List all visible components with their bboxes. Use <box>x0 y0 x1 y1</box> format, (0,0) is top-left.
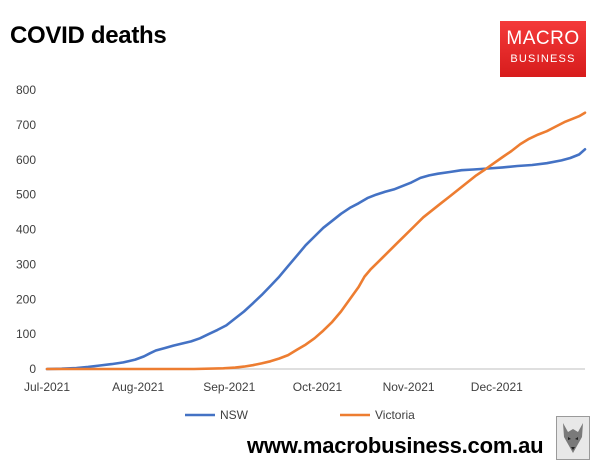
x-axis: Jul-2021 Aug-2021 Sep-2021 Oct-2021 Nov-2021… <box>24 380 523 394</box>
x-tick-label: Oct-2021 <box>293 380 343 394</box>
logo-top-text: MACRO <box>506 28 580 49</box>
y-tick-label: 400 <box>16 223 36 237</box>
chart-title: COVID deaths <box>10 22 167 49</box>
y-tick-label: 300 <box>16 257 36 271</box>
wolf-logo-image <box>556 416 590 460</box>
x-tick-label: Aug-2021 <box>112 380 164 394</box>
series-line-nsw <box>45 148 587 371</box>
y-tick-label: 200 <box>16 292 36 306</box>
macrobusiness-logo: MACRO BUSINESS <box>500 21 586 77</box>
series-lines <box>45 111 587 371</box>
y-tick-label: 700 <box>16 118 36 132</box>
legend: NSW Victoria <box>185 408 415 422</box>
y-tick-label: 0 <box>29 362 36 376</box>
legend-label-nsw: NSW <box>220 408 249 422</box>
y-tick-label: 600 <box>16 153 36 167</box>
x-tick-label: Jul-2021 <box>24 380 70 394</box>
series-line-victoria <box>45 111 587 371</box>
wolf-icon <box>563 423 583 453</box>
logo-bottom-text: BUSINESS <box>510 53 576 65</box>
x-tick-label: Nov-2021 <box>383 380 435 394</box>
footer-url: www.macrobusiness.com.au <box>247 433 544 458</box>
y-tick-label: 100 <box>16 327 36 341</box>
y-axis: 0 100 200 300 400 500 600 700 800 <box>16 83 36 376</box>
y-tick-label: 800 <box>16 83 36 97</box>
legend-label-victoria: Victoria <box>375 408 415 422</box>
y-tick-label: 500 <box>16 188 36 202</box>
x-tick-label: Sep-2021 <box>203 380 255 394</box>
x-tick-label: Dec-2021 <box>471 380 523 394</box>
